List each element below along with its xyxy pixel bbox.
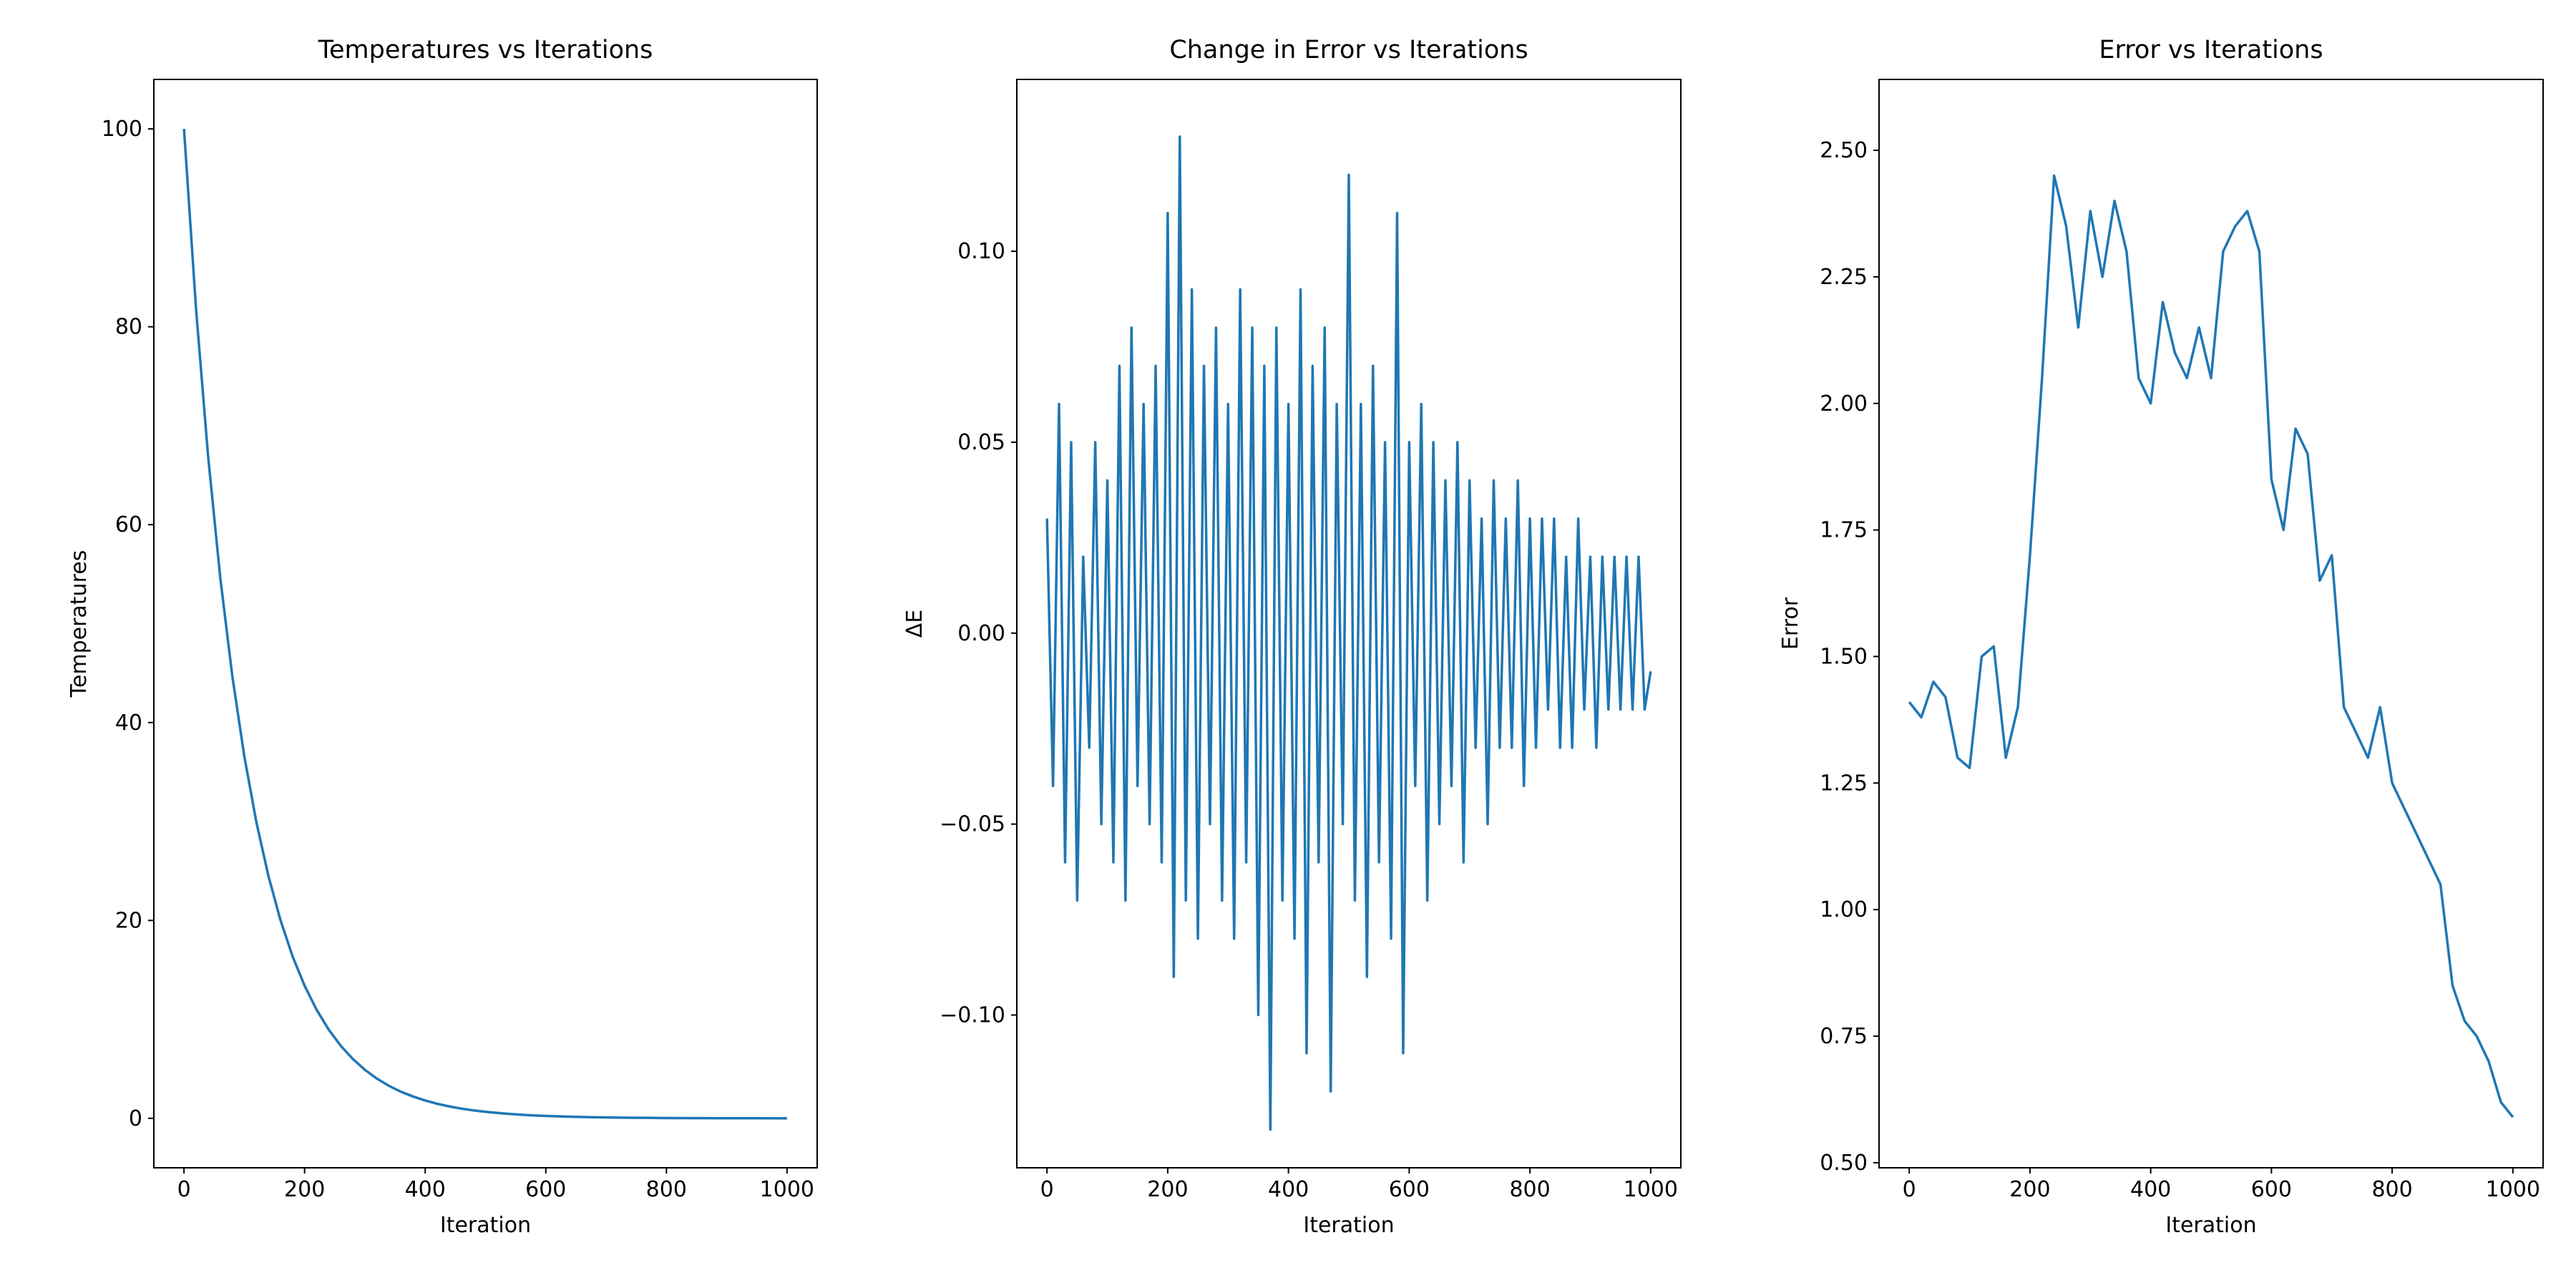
plot-frame: [153, 79, 818, 1169]
y-tick-label: 60: [115, 512, 142, 537]
y-tick-label: 0.00: [957, 621, 1005, 646]
x-axis-label: Iteration: [1303, 1213, 1394, 1238]
y-tick-label: 0.50: [1820, 1151, 1868, 1176]
x-tick-label: 400: [2130, 1177, 2171, 1202]
y-tick-label: 0.05: [957, 430, 1005, 455]
x-tick-label: 800: [646, 1177, 687, 1202]
data-line: [1045, 135, 1652, 1131]
x-tick-label: 400: [1268, 1177, 1309, 1202]
x-tick-label: 800: [2371, 1177, 2412, 1202]
x-tick-label: 0: [1040, 1177, 1054, 1202]
x-tick-label: 200: [1147, 1177, 1188, 1202]
x-tick-label: 0: [1903, 1177, 1916, 1202]
x-tick-label: 400: [405, 1177, 446, 1202]
plot-frame: [1016, 79, 1682, 1169]
y-tick-label: 1.75: [1820, 518, 1868, 543]
x-tick-label: 600: [2251, 1177, 2292, 1202]
chart-title: Temperatures vs Iterations: [318, 36, 653, 64]
y-tick-label: 2.25: [1820, 265, 1868, 290]
y-tick-label: 20: [115, 908, 142, 933]
y-tick-label: 1.50: [1820, 644, 1868, 669]
x-axis-label: Iteration: [2165, 1213, 2256, 1238]
y-tick-label: 2.50: [1820, 138, 1868, 163]
y-tick-label: 0: [129, 1106, 142, 1131]
data-line: [1908, 174, 2514, 1118]
x-axis-label: Iteration: [440, 1213, 531, 1238]
y-axis-label: ΔE: [902, 610, 927, 638]
y-tick-label: 100: [102, 117, 142, 142]
x-tick-label: 200: [284, 1177, 325, 1202]
y-tick-label: 0.75: [1820, 1024, 1868, 1049]
x-tick-label: 800: [1509, 1177, 1550, 1202]
data-line: [182, 129, 787, 1120]
y-tick-label: 1.25: [1820, 771, 1868, 796]
y-axis-label: Temperatures: [67, 550, 92, 698]
x-tick-label: 600: [525, 1177, 566, 1202]
x-tick-label: 200: [2009, 1177, 2050, 1202]
y-tick-label: −0.05: [940, 812, 1005, 837]
x-tick-label: 0: [177, 1177, 191, 1202]
chart-title: Change in Error vs Iterations: [1169, 36, 1528, 64]
chart-title: Error vs Iterations: [2099, 36, 2323, 64]
y-tick-label: 0.10: [957, 239, 1005, 264]
y-axis-label: Error: [1778, 597, 1803, 650]
y-tick-label: 40: [115, 711, 142, 736]
x-tick-label: 1000: [1624, 1177, 1678, 1202]
x-tick-label: 1000: [2486, 1177, 2540, 1202]
x-tick-label: 600: [1389, 1177, 1430, 1202]
y-tick-label: 80: [115, 315, 142, 340]
plot-frame: [1878, 79, 2544, 1169]
y-tick-label: 1.00: [1820, 897, 1868, 922]
y-tick-label: 2.00: [1820, 391, 1868, 416]
y-tick-label: −0.10: [940, 1003, 1005, 1028]
x-tick-label: 1000: [760, 1177, 814, 1202]
